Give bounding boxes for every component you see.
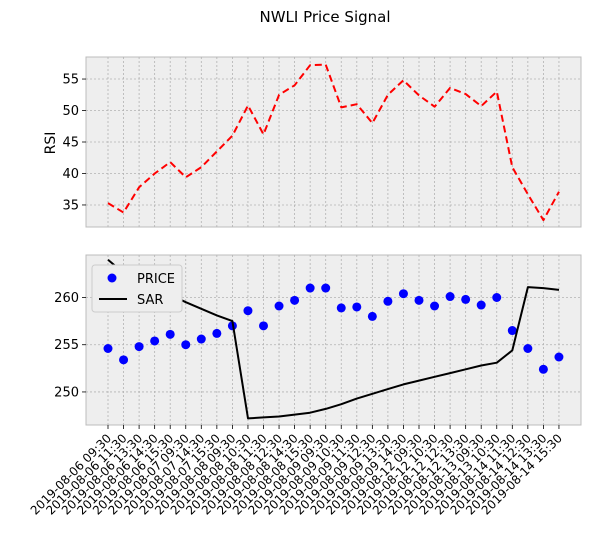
legend: PRICE SAR	[91, 264, 183, 313]
rsi-y-tick-label: 35	[62, 198, 79, 213]
rsi-y-tick-label: 50	[62, 104, 79, 119]
price-point	[398, 289, 408, 299]
price-point	[383, 296, 393, 306]
price-point	[103, 344, 113, 353]
price-point	[414, 295, 424, 305]
price-point	[492, 293, 502, 302]
price-point	[134, 342, 144, 352]
price-point	[461, 294, 471, 304]
price-point	[150, 336, 160, 346]
price-point	[290, 295, 300, 305]
price-y-ticks: 250 255 260	[54, 291, 86, 400]
price-y-tick-label: 255	[54, 338, 79, 353]
price-point	[352, 302, 362, 312]
price-point	[336, 303, 346, 313]
price-point	[523, 344, 533, 353]
price-point	[243, 306, 253, 316]
rsi-line	[107, 63, 560, 222]
price-point	[305, 283, 315, 293]
price-point	[445, 292, 455, 302]
rsi-panel: 35 40 45 50 55 RSI	[43, 56, 582, 228]
price-y-tick-label: 250	[54, 385, 79, 400]
rsi-y-ticks: 35 40 45 50 55	[62, 73, 86, 213]
price-y-tick-label: 260	[54, 291, 79, 306]
rsi-grid	[86, 57, 581, 227]
legend-price-label: PRICE	[137, 272, 175, 287]
price-point	[165, 329, 175, 339]
price-point	[538, 364, 548, 374]
price-point	[430, 301, 440, 311]
price-point	[321, 283, 331, 293]
price-point	[212, 328, 222, 338]
price-point	[476, 300, 486, 310]
legend-sar-label: SAR	[137, 293, 163, 308]
price-point	[181, 340, 191, 350]
rsi-y-tick-label: 55	[62, 73, 79, 88]
chart-title: NWLI Price Signal	[259, 8, 390, 26]
price-point	[507, 326, 517, 336]
price-point	[274, 301, 284, 311]
sar-line	[107, 258, 560, 420]
price-point	[119, 355, 129, 365]
legend-price-marker	[107, 273, 117, 283]
rsi-y-axis-label: RSI	[43, 132, 59, 155]
price-point	[554, 352, 564, 362]
rsi-y-tick-label: 40	[62, 167, 79, 182]
price-point	[367, 311, 377, 321]
rsi-y-tick-label: 45	[62, 136, 79, 151]
price-point	[259, 321, 268, 331]
price-series	[103, 258, 564, 420]
rsi-series	[107, 63, 560, 222]
price-point	[196, 334, 206, 344]
